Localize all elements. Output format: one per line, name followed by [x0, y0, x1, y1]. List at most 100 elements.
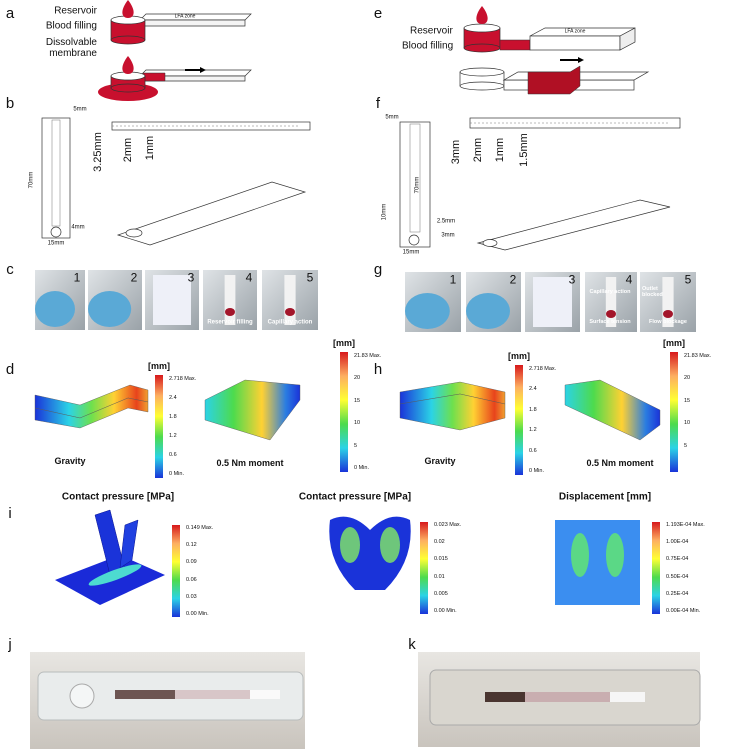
scale-label: 2.718 Max. — [169, 375, 197, 382]
scale-label: 21.83 Max. — [684, 352, 712, 359]
displacement-zone — [571, 533, 589, 577]
note: Flow blockage — [649, 318, 687, 325]
panel-label: h — [373, 360, 383, 378]
device — [662, 277, 674, 327]
fem-shape — [204, 379, 301, 441]
panel-label: b — [5, 94, 15, 112]
dimension: 3mm — [441, 232, 455, 239]
blood-drop — [122, 56, 134, 74]
step-number: 4 — [245, 270, 253, 285]
panel-label: f — [375, 94, 381, 112]
caption: Gravity — [424, 456, 456, 467]
dimension: 2mm — [121, 137, 134, 163]
strip-end — [619, 27, 636, 51]
scale-label: 0.25E-04 — [666, 590, 689, 597]
glove — [405, 293, 450, 329]
contact — [88, 564, 142, 586]
dimension: 15mm — [47, 240, 65, 247]
dimension: 70mm — [414, 176, 421, 194]
scale-label: 0.09 — [186, 559, 197, 566]
paper — [533, 277, 572, 327]
dimension: 5mm — [73, 106, 87, 113]
dimension: 1mm — [143, 135, 156, 161]
scale-label: 10 — [684, 420, 691, 427]
dimension: 4mm — [71, 224, 85, 231]
panel-label: a — [5, 4, 15, 22]
panel-label: i — [8, 504, 12, 522]
step-number: 2 — [509, 272, 517, 287]
colorbar — [670, 352, 678, 472]
step-number: 1 — [449, 272, 457, 287]
scale-label: 0.03 — [186, 593, 197, 600]
scale-label: 2.718 Max. — [529, 365, 557, 372]
panel-label: j — [8, 635, 12, 653]
colorbar — [340, 352, 348, 472]
dimension: 3mm — [449, 139, 462, 165]
colorbar — [155, 375, 163, 478]
dimension: 2mm — [471, 137, 484, 163]
colorbar — [172, 525, 180, 617]
scale-label: 0 Min. — [169, 470, 184, 477]
paper — [153, 275, 191, 325]
label: Dissolvable membrane — [45, 37, 97, 59]
strip-side — [529, 35, 621, 51]
glove — [466, 293, 510, 329]
dimension: 2.5mm — [436, 218, 456, 225]
caption: Gravity — [54, 456, 86, 467]
panel-label: c — [6, 260, 14, 278]
reservoir-iso — [125, 228, 143, 238]
strip-plan — [41, 117, 71, 239]
dimension: 3.25mm — [91, 132, 104, 172]
pressure-zone — [380, 527, 400, 563]
scale-label: 0.149 Max. — [186, 524, 214, 531]
dimension: 15mm — [402, 249, 420, 256]
membrane — [499, 39, 531, 51]
displacement-zone — [606, 533, 624, 577]
blood — [225, 308, 235, 316]
colorbar — [652, 522, 660, 614]
scale-label: 1.8 — [169, 413, 177, 420]
fem-shape — [34, 397, 149, 429]
reservoir — [69, 683, 95, 709]
glove — [88, 291, 132, 327]
scale-label: 21.83 Max. — [354, 352, 382, 359]
scale-label: 20 — [354, 375, 361, 382]
device — [224, 275, 236, 325]
blood — [663, 310, 673, 318]
caption: 0.5 Nm moment — [216, 458, 284, 469]
note: Outlet blocked — [642, 285, 663, 298]
step-number: 1 — [73, 270, 81, 285]
step-number: 3 — [187, 270, 195, 285]
dimension: 70mm — [28, 171, 35, 189]
colorbar — [420, 522, 428, 614]
caption: Capillary action — [267, 319, 313, 326]
label: Reservoir — [54, 5, 97, 17]
channel — [409, 123, 421, 233]
reservoir-plan — [408, 234, 420, 246]
panel-label: d — [5, 360, 15, 378]
label: LFA zone — [564, 28, 586, 35]
scale-label: 1.00E-04 — [666, 539, 689, 546]
step-number: 2 — [130, 270, 138, 285]
scale-label: 0.005 — [434, 590, 448, 597]
strip-iso — [116, 181, 307, 246]
lfa-strip — [525, 692, 610, 702]
scale-label: 15 — [354, 397, 361, 404]
label: LFA zone — [174, 13, 196, 20]
step-number: 5 — [306, 270, 314, 285]
panel-label: g — [373, 260, 383, 278]
reservoir-plan — [50, 226, 62, 238]
membrane — [142, 72, 166, 82]
note: Surface tension — [589, 318, 631, 325]
scale-label: 0.02 — [434, 539, 445, 546]
lfa-pad — [115, 690, 175, 699]
glove — [35, 291, 75, 327]
scale-label: 5 — [354, 442, 358, 449]
label: Blood filling — [45, 20, 97, 32]
pressure-zone — [340, 527, 360, 563]
dimension: 1.5mm — [517, 133, 530, 167]
unit: [mm] — [508, 351, 530, 362]
arrow-head — [200, 67, 206, 73]
colorbar — [515, 365, 523, 475]
